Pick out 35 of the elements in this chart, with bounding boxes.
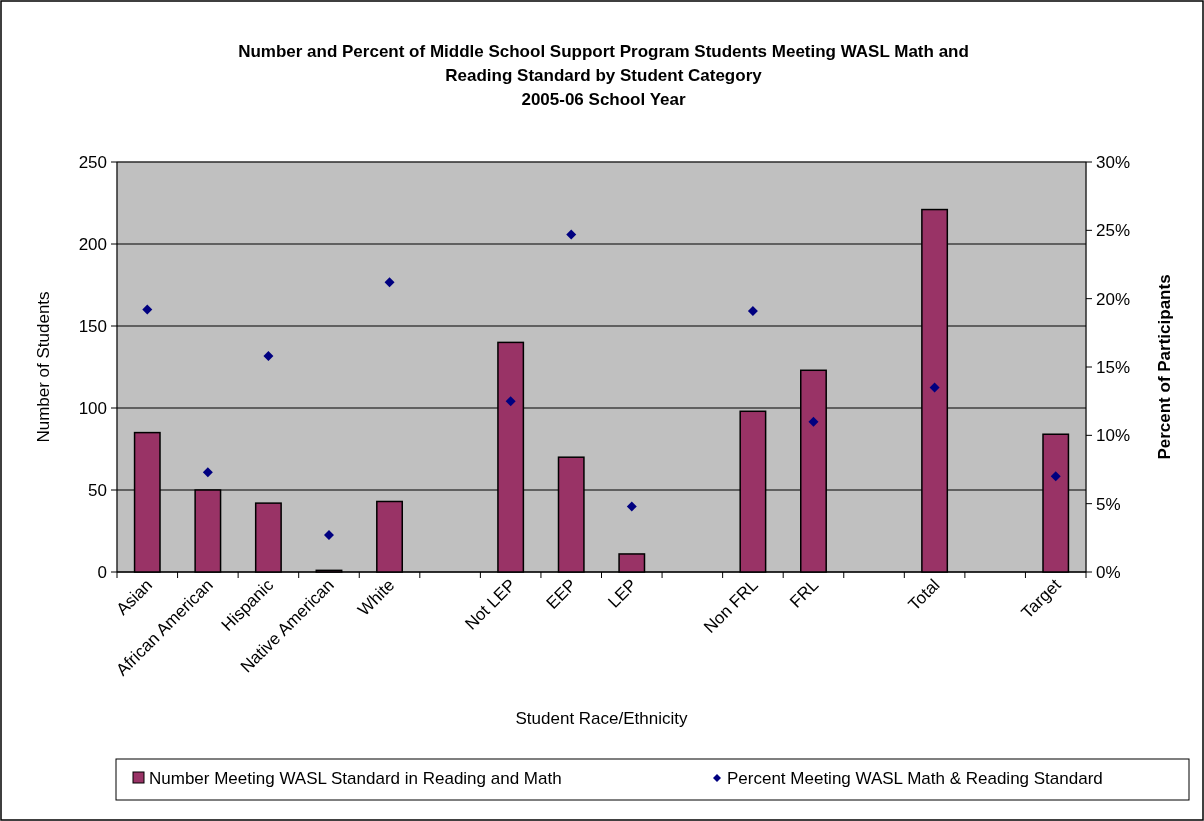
y2-tick-label: 10% [1096, 426, 1131, 446]
y-tick-label: 150 [78, 317, 107, 336]
y2-axis-title: Percent of Participants [1155, 274, 1174, 460]
point [566, 229, 577, 240]
point [323, 530, 334, 541]
point [808, 416, 819, 427]
point [384, 277, 395, 288]
point [929, 382, 940, 393]
point [202, 467, 213, 478]
point [626, 501, 637, 512]
y-tick-label: 100 [78, 399, 107, 418]
y-tick-label: 50 [88, 481, 107, 500]
point [1050, 471, 1061, 482]
x-axis-title: Student Race/Ethnicity [515, 709, 688, 728]
y2-tick-label: 20% [1096, 289, 1131, 309]
x-tick-label: LEP [604, 575, 641, 612]
point [142, 304, 153, 315]
y-tick-label: 0 [97, 563, 107, 582]
y-tick-label: 250 [78, 153, 107, 172]
y-axis-title: Number of Students [34, 291, 53, 443]
x-tick-label: FRL [786, 575, 823, 612]
x-tick-label: Non FRL [700, 575, 762, 637]
point [505, 396, 516, 407]
y2-tick-label: 25% [1096, 221, 1131, 241]
y2-tick-label: 0% [1096, 563, 1121, 582]
legend-label: Number Meeting WASL Standard in Reading and Math [149, 769, 562, 788]
y-tick-label: 200 [78, 235, 107, 254]
legend-label: Percent Meeting WASL Math & Reading Standard [727, 769, 1103, 788]
y2-tick-label: 15% [1096, 358, 1131, 377]
y2-tick-label: 30% [1096, 153, 1131, 172]
y2-tick-label: 5% [1096, 494, 1121, 514]
point [263, 351, 274, 362]
x-tick-label: Not LEP [461, 575, 520, 634]
chart-title: Number and Percent of Middle School Support Program Students Meeting WASL Math and Reading Standard by Student Category 2005-06 School Year [238, 42, 969, 109]
point [747, 305, 758, 316]
